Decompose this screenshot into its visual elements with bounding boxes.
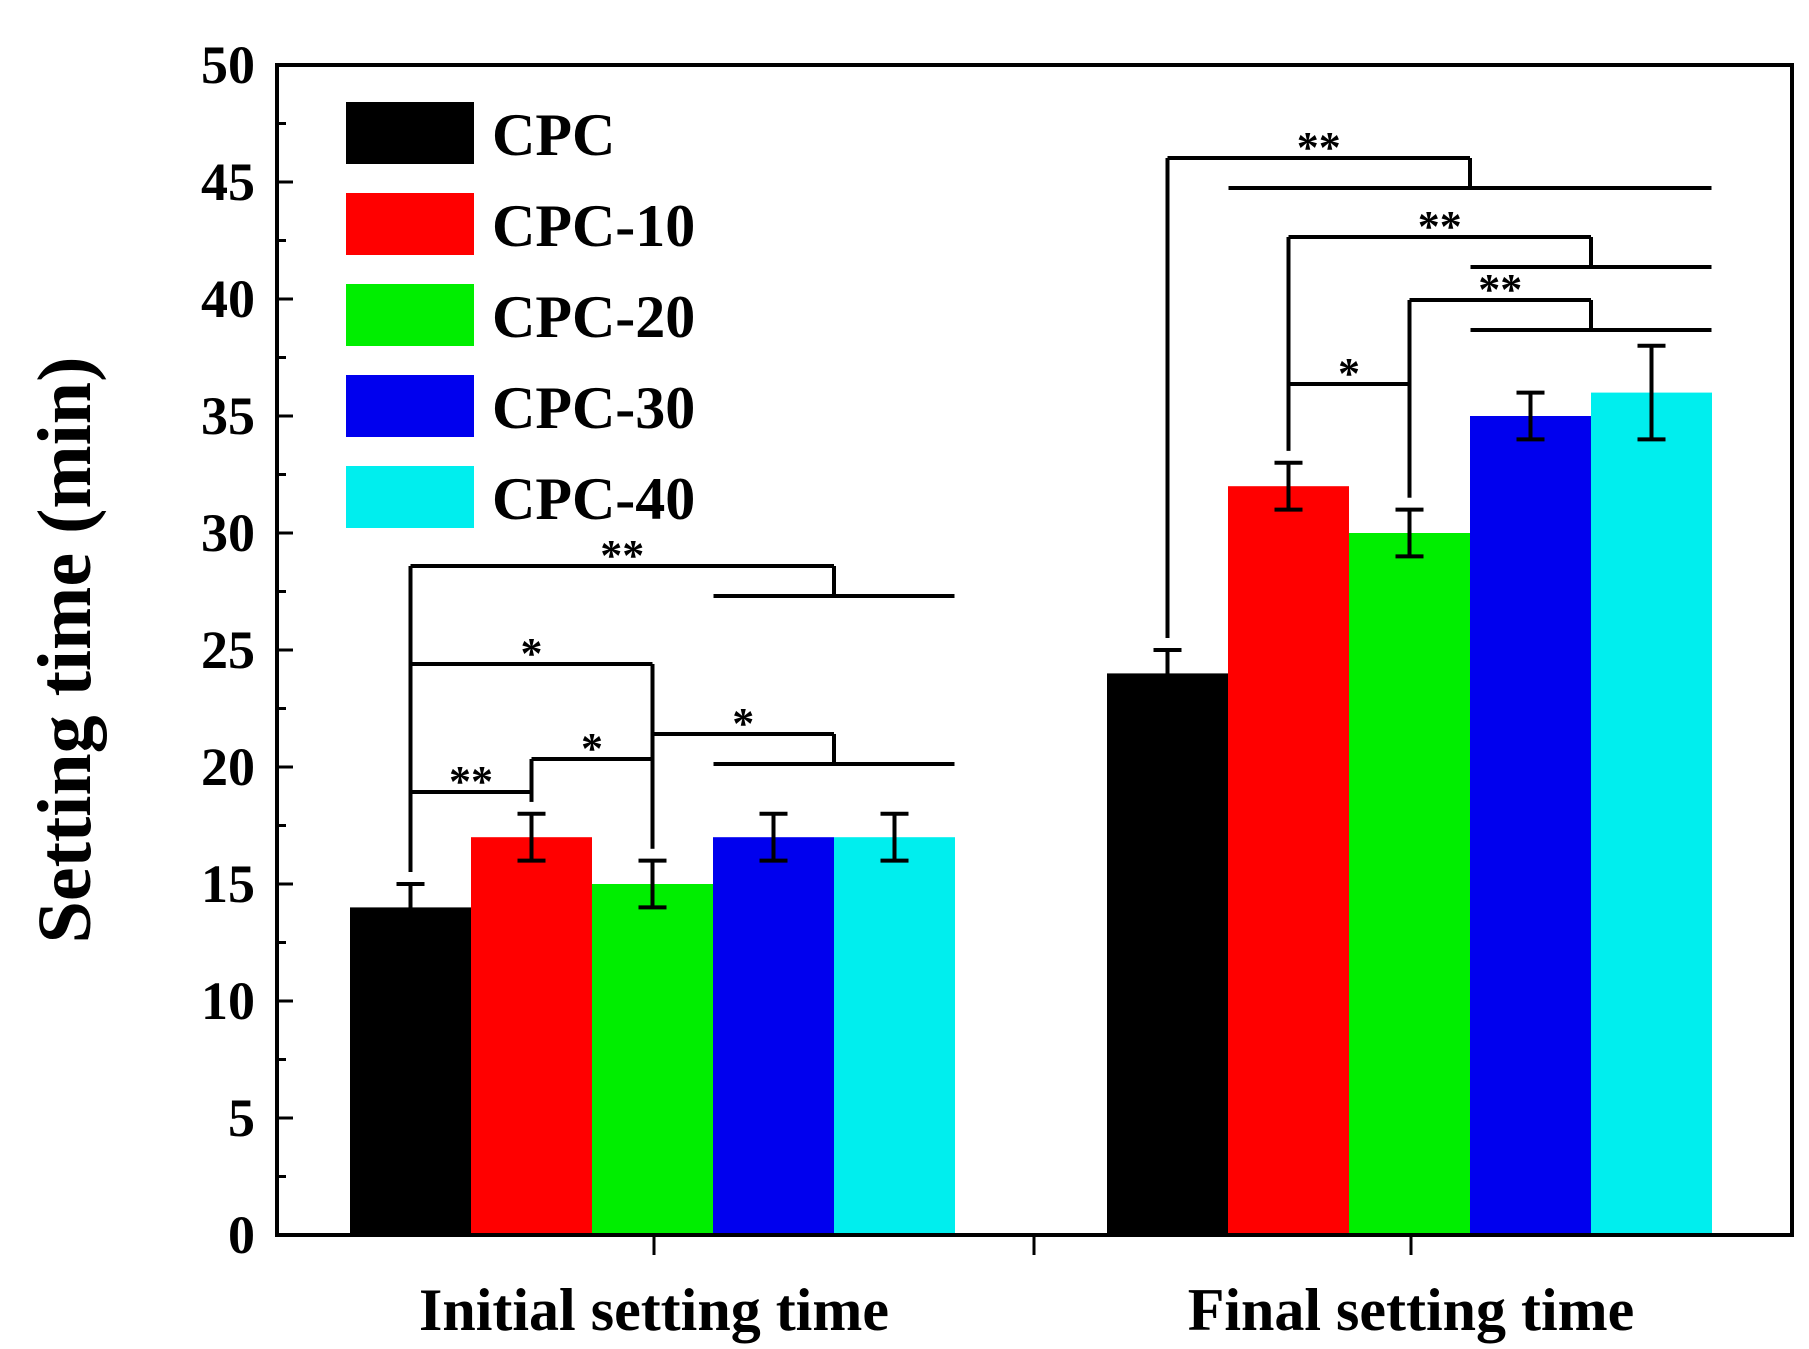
- legend-label: CPC: [492, 102, 615, 168]
- y-tick-label: 15: [201, 854, 255, 914]
- error-bar-cpc-10-final-setting-time: [1274, 460, 1303, 512]
- significance-layer: **************: [408, 123, 1712, 872]
- legend-swatch: [346, 102, 474, 164]
- significance-label: *: [1338, 349, 1360, 398]
- legend-item-cpc-10: CPC-10: [346, 193, 695, 259]
- bar-cpc-10-final-setting-time: [1228, 486, 1349, 1235]
- bar-cpc-30-initial-setting-time: [713, 837, 834, 1235]
- error-bar-cpc-40-final-setting-time: [1637, 343, 1666, 442]
- significance-label: **: [1418, 202, 1462, 251]
- legend-swatch: [346, 193, 474, 255]
- bar-cpc-20-initial-setting-time: [592, 884, 713, 1235]
- error-bar-cpc-30-final-setting-time: [1516, 390, 1545, 442]
- legend-swatch: [346, 375, 474, 437]
- error-bar-cpc-10-initial-setting-time: [517, 811, 546, 863]
- significance-bracket-5: **: [408, 531, 955, 872]
- significance-label: **: [449, 757, 493, 806]
- significance-label: *: [581, 724, 603, 773]
- y-tick-label: 10: [201, 971, 255, 1031]
- y-tick-label: 20: [201, 737, 255, 797]
- significance-bracket-6: *: [1286, 349, 1412, 498]
- bar-cpc-final-setting-time: [1107, 673, 1228, 1235]
- legend-item-cpc-40: CPC-40: [346, 466, 695, 532]
- legend-item-cpc: CPC: [346, 102, 615, 168]
- legend-item-cpc-30: CPC-30: [346, 375, 695, 441]
- error-bar-cpc-initial-setting-time: [396, 882, 425, 933]
- legend-label: CPC-40: [492, 466, 695, 532]
- legend-swatch: [346, 284, 474, 346]
- bar-cpc-30-final-setting-time: [1470, 416, 1591, 1235]
- y-tick-label: 50: [201, 35, 255, 95]
- bar-cpc-10-initial-setting-time: [471, 837, 592, 1235]
- significance-bracket-9: **: [1165, 123, 1712, 638]
- bar-cpc-20-final-setting-time: [1349, 533, 1470, 1235]
- error-bars-layer: [396, 343, 1666, 933]
- significance-bracket-4: *: [650, 699, 955, 849]
- y-tick-label: 45: [201, 152, 255, 212]
- y-tick-label: 30: [201, 503, 255, 563]
- significance-label: **: [1478, 265, 1522, 314]
- significance-label: **: [1297, 123, 1341, 172]
- legend-label: CPC-20: [492, 284, 695, 350]
- significance-bracket-1: **: [408, 757, 534, 872]
- error-bar-cpc-20-final-setting-time: [1395, 507, 1424, 559]
- legend-item-cpc-20: CPC-20: [346, 284, 695, 350]
- bars-layer: [350, 392, 1712, 1236]
- bar-cpc-initial-setting-time: [350, 907, 471, 1235]
- error-bar-cpc-final-setting-time: [1153, 648, 1182, 699]
- legend: CPC CPC-10 CPC-20 CPC-30 CPC-40: [346, 102, 695, 532]
- y-tick-label: 40: [201, 269, 255, 329]
- legend-label: CPC-30: [492, 375, 695, 441]
- y-tick-label: 25: [201, 620, 255, 680]
- error-bar-cpc-20-initial-setting-time: [638, 858, 667, 910]
- y-tick-label: 35: [201, 386, 255, 446]
- significance-bracket-2: *: [529, 724, 655, 849]
- x-tick-label-final-setting-time: Final setting time: [1188, 1277, 1635, 1343]
- bar-cpc-40-initial-setting-time: [834, 837, 955, 1235]
- bar-cpc-40-final-setting-time: [1591, 392, 1712, 1236]
- legend-swatch: [346, 466, 474, 528]
- error-bar-cpc-30-initial-setting-time: [759, 811, 788, 863]
- significance-label: *: [521, 629, 543, 678]
- y-tick-label: 5: [228, 1088, 255, 1148]
- y-axis-label: Setting time (min): [23, 357, 107, 944]
- x-tick-label-initial-setting-time: Initial setting time: [419, 1277, 889, 1343]
- error-bar-cpc-40-initial-setting-time: [880, 811, 909, 863]
- significance-bracket-8: **: [1286, 202, 1712, 451]
- significance-label: **: [600, 531, 644, 580]
- significance-label: *: [732, 699, 754, 748]
- significance-bracket-7: **: [1407, 265, 1712, 498]
- legend-label: CPC-10: [492, 193, 695, 259]
- y-tick-label: 0: [228, 1205, 255, 1265]
- axis-layer: 0 5 10 15 20 25 30 35 40 45 50 Initial setting time…: [201, 35, 1634, 1343]
